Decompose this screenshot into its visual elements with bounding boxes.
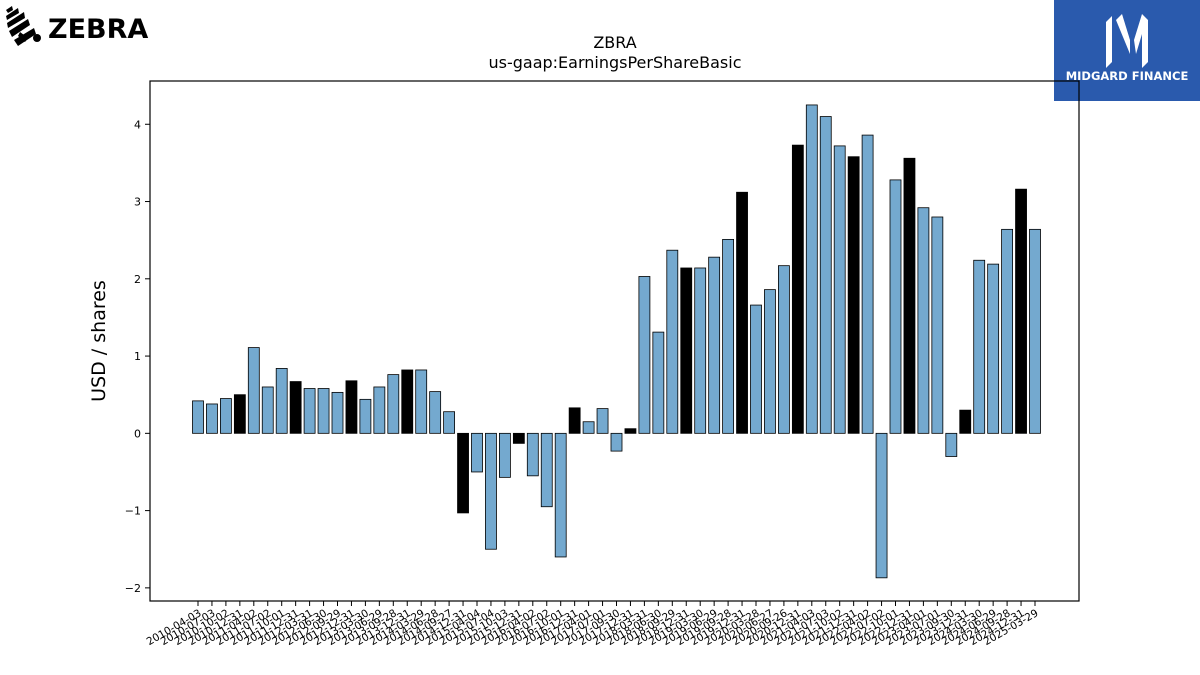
bar-2015-12-31: [512, 432, 525, 444]
bar-2012-06-30: [317, 388, 330, 434]
bar-2011-07-02: [261, 386, 274, 434]
bar-2013-03-30: [359, 398, 372, 434]
bar-2021-07-03: [819, 116, 832, 434]
bar-2013-06-29: [373, 386, 386, 434]
bar-2016-07-02: [540, 432, 553, 508]
bar-2016-12-31: [568, 407, 581, 434]
bar-2022-10-01: [889, 179, 902, 434]
y-tick-label: −2: [125, 582, 141, 595]
bar-2011-12-31: [289, 381, 302, 434]
bar-2018-12-31: [680, 267, 693, 434]
bar-2019-09-28: [722, 238, 734, 434]
bar-2024-12-31: [1015, 188, 1027, 434]
bar-2023-09-30: [945, 432, 958, 457]
midgard-m-icon: [1106, 14, 1148, 68]
bar-2021-12-31: [847, 156, 860, 434]
bar-2013-12-31: [401, 369, 414, 434]
y-axis-label: USD / shares: [88, 280, 110, 402]
chart-subtitle: us-gaap:EarningsPerShareBasic: [488, 53, 741, 72]
bar-2014-12-31: [457, 432, 469, 514]
bar-2024-09-28: [1001, 228, 1013, 434]
bar-2021-04-03: [805, 104, 818, 434]
bar-2012-12-31: [345, 380, 358, 434]
bar-2017-04-01: [582, 421, 595, 434]
zebra-wordmark: ZEBRA: [48, 14, 148, 45]
bar-2015-07-04: [485, 432, 497, 550]
bar-2019-03-30: [694, 267, 707, 434]
bar-2020-06-27: [764, 289, 776, 434]
bar-2014-03-29: [415, 369, 428, 434]
y-tick-label: 2: [134, 273, 141, 286]
bar-2022-12-31: [903, 157, 916, 434]
bar-2022-04-02: [861, 134, 874, 434]
bar-2014-06-28: [429, 391, 442, 434]
bar-2010-04-03: [192, 400, 204, 434]
y-axis: −2 −1 0 1 2 3 4: [125, 118, 150, 595]
bar-2015-04-04: [471, 432, 483, 473]
bar-2016-04-02: [526, 432, 539, 477]
midgard-logo-background: [1054, 0, 1200, 101]
bar-2010-07-03: [206, 403, 218, 434]
bar-2023-12-31: [959, 409, 972, 434]
bar-2018-09-29: [666, 249, 679, 434]
bar-2017-12-31: [624, 428, 637, 434]
bar-2020-03-28: [750, 304, 762, 434]
zebra-stripes-icon: [6, 6, 41, 46]
bar-2016-10-01: [554, 432, 567, 558]
bar-2022-07-02: [875, 432, 888, 579]
bar-2020-12-31: [791, 144, 804, 434]
bar-2021-10-02: [833, 145, 846, 434]
zebra-logo: ZEBRA: [6, 6, 148, 46]
bar-2012-09-29: [331, 391, 344, 434]
bar-2014-09-27: [443, 411, 456, 434]
y-tick-label: 3: [134, 196, 141, 209]
bar-2013-09-28: [387, 374, 400, 434]
y-tick-label: 4: [134, 118, 141, 131]
bar-2018-06-30: [652, 331, 665, 434]
bar-2019-06-29: [708, 256, 721, 434]
bar-2012-03-31: [303, 388, 316, 434]
bar-2023-04-01: [917, 207, 930, 434]
x-axis: 2010-04-032010-07-032010-10-022010-12-31…: [145, 601, 1041, 648]
bar-2015-10-03: [498, 432, 511, 478]
bar-2023-07-01: [931, 216, 944, 434]
bar-2024-03-30: [973, 259, 986, 434]
bar-2018-03-31: [638, 276, 651, 434]
bar-2010-12-31: [233, 394, 246, 434]
bar-2020-09-26: [778, 265, 790, 434]
chart-title: ZBRA: [593, 33, 636, 52]
y-tick-label: 0: [134, 427, 141, 440]
bar-2024-06-29: [987, 263, 1000, 434]
bar-2017-07-01: [596, 408, 609, 434]
bar-2011-04-02: [247, 347, 260, 434]
plot-frame: [149, 80, 1080, 602]
bar-2010-10-02: [219, 398, 232, 434]
y-tick-label: −1: [125, 505, 141, 518]
midgard-finance-logo: MIDGARD FINANCE: [1054, 0, 1200, 101]
bar-2025-03-29: [1029, 228, 1041, 434]
bar-2011-10-01: [275, 368, 288, 434]
y-tick-label: 1: [134, 350, 141, 363]
bar-2017-09-30: [610, 432, 623, 452]
bar-2019-12-31: [736, 191, 748, 434]
bars-group: [192, 104, 1041, 579]
midgard-wordmark: MIDGARD FINANCE: [1066, 69, 1189, 83]
